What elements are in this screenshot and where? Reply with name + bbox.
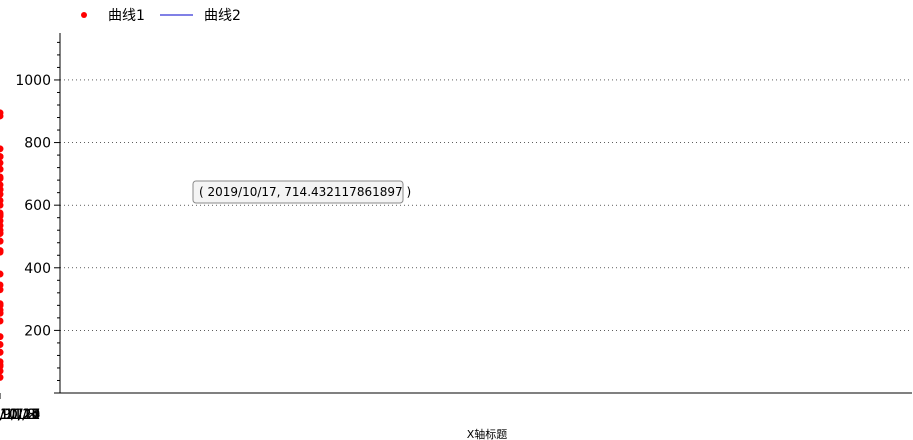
data-point-curve1 <box>0 373 4 381</box>
data-point-curve1 <box>0 340 4 348</box>
axes: 200 400 600 800 1000 2019/10/152019/10/212019… <box>0 33 912 423</box>
tooltip-text: ( 2019/10/17, 714.432117861897 ) <box>199 185 411 199</box>
data-point-curve1 <box>0 145 4 153</box>
data-point-curve1 <box>0 333 4 341</box>
data-point-curve1 <box>0 361 4 369</box>
data-point-curve1 <box>0 186 4 194</box>
legend: 曲线1 曲线2 <box>81 8 241 24</box>
data-point-curve1 <box>0 201 4 209</box>
data-point-curve1 <box>0 112 4 120</box>
tooltip: ( 2019/10/17, 714.432117861897 ) <box>192 180 411 204</box>
legend-marker-series1 <box>81 12 87 18</box>
x-axis-title: X轴标题 <box>467 427 508 440</box>
data-point-curve1 <box>0 237 4 245</box>
legend-label-series2: 曲线2 <box>204 8 241 24</box>
data-point-curve1 <box>0 301 4 309</box>
x-tick-label: 2019/11/8 <box>0 407 36 423</box>
legend-label-series1: 曲线1 <box>108 8 145 24</box>
x-tick-label: 2019/11/2 <box>0 407 36 423</box>
data-point-curve1 <box>0 153 4 161</box>
tooltip-box <box>192 180 404 204</box>
data-point-curve1 <box>0 229 4 237</box>
data-point-curve1 <box>0 281 4 289</box>
x-tick-label: 2019/10/15 <box>0 407 40 423</box>
y-tick-label: 600 <box>24 198 51 214</box>
y-tick-label: 200 <box>24 323 51 339</box>
data-point-curve1 <box>0 209 4 217</box>
x-tick-label: 2019/10/21 <box>0 407 40 423</box>
data-point-curve1 <box>0 317 4 325</box>
data-point-curve1 <box>0 175 4 183</box>
data-point-curve1 <box>0 165 4 173</box>
data-point-curve1 <box>0 159 4 167</box>
data-point-curve1 <box>0 348 4 356</box>
x-tick-label: 2019/1 <box>0 407 25 423</box>
data-point-curve1 <box>0 217 4 225</box>
y-tick-label: 800 <box>24 136 51 152</box>
x-tick-label: 2019/11/14 <box>0 407 40 423</box>
data-point-curve1 <box>0 248 4 256</box>
x-tick-label: 2019/10/27 <box>0 407 40 423</box>
y-tick-label: 1000 <box>15 73 51 89</box>
data-point-curve1 <box>0 270 4 278</box>
x-tick-label: 2019/11/20 <box>0 407 40 423</box>
plot-area <box>0 79 912 381</box>
y-tick-label: 400 <box>24 261 51 277</box>
